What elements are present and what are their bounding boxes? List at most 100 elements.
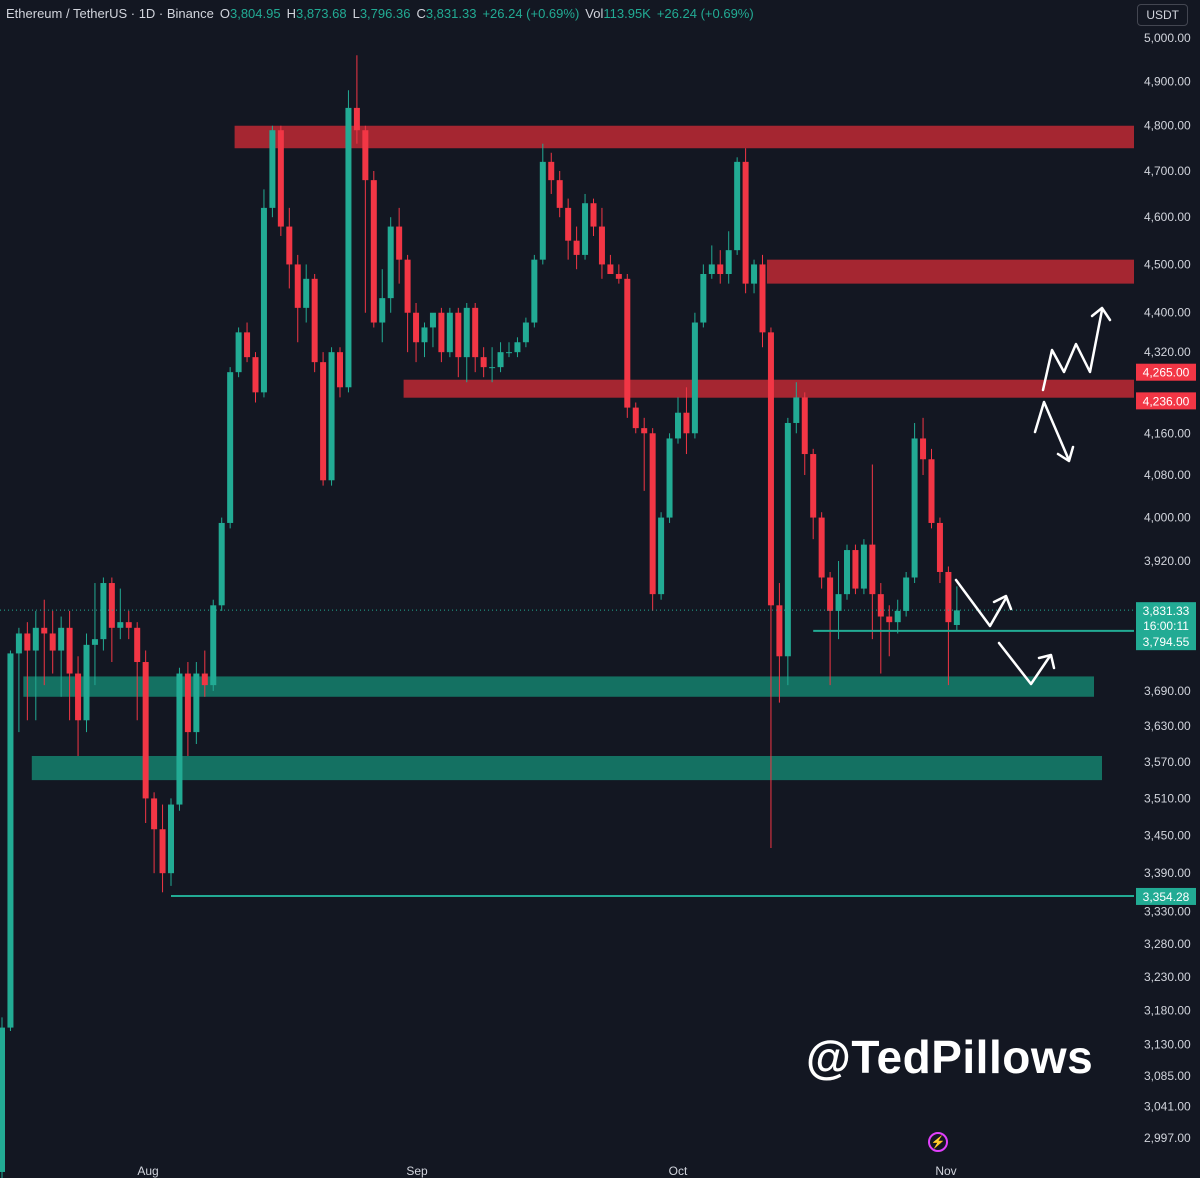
candle-body <box>844 550 850 595</box>
candle <box>303 264 310 323</box>
candle-body <box>903 577 910 611</box>
candle <box>489 347 496 383</box>
candle <box>345 90 352 393</box>
candle-body <box>286 226 293 265</box>
candle <box>311 274 318 373</box>
candle-body <box>936 522 943 572</box>
price-label-text: 3,354.28 <box>1143 890 1190 904</box>
candle <box>607 254 614 275</box>
price-label-text: 4,236.00 <box>1143 394 1190 408</box>
candle-body <box>32 627 39 651</box>
y-tick-label: 3,280.00 <box>1144 937 1191 951</box>
zone-resistance-mid[interactable] <box>766 259 1134 284</box>
candle <box>24 622 31 721</box>
candle-body <box>108 583 115 628</box>
candle-body <box>852 550 859 589</box>
projection-arrow-down-left <box>1033 400 1070 460</box>
change-value: +26.24 (+0.69%) <box>482 6 580 21</box>
arrow-head-bounce-2 <box>1037 653 1056 670</box>
x-tick-label: Nov <box>935 1164 956 1178</box>
candle <box>582 193 589 260</box>
candle-body <box>573 240 580 255</box>
candle <box>41 599 48 686</box>
candle <box>210 599 217 691</box>
price-label-bg <box>1136 617 1196 635</box>
arrow-head-up <box>1090 306 1112 322</box>
candle-body <box>201 673 208 686</box>
candle-body <box>125 622 132 628</box>
zone-support-upper[interactable] <box>23 676 1095 697</box>
y-tick-label: 3,085.00 <box>1144 1069 1191 1083</box>
candle-body <box>269 130 276 208</box>
candle-body <box>244 332 251 358</box>
candle-body <box>328 352 335 481</box>
x-tick-label: Sep <box>406 1164 428 1178</box>
candle-body <box>421 327 428 343</box>
y-tick-label: 3,390.00 <box>1144 866 1191 880</box>
candle-body <box>134 627 141 663</box>
projection-arrows <box>954 306 1112 686</box>
candle <box>142 650 149 824</box>
candle-body <box>15 633 22 654</box>
candle-body <box>176 673 183 805</box>
candle <box>370 170 377 328</box>
time-axis: Aug Sep Oct Nov <box>137 1164 956 1178</box>
candle-body <box>387 226 394 299</box>
candle <box>176 667 183 811</box>
y-tick-label: 3,230.00 <box>1144 970 1191 984</box>
candle <box>353 55 360 144</box>
candle <box>66 610 73 721</box>
candle <box>531 254 538 328</box>
candle-body <box>734 161 741 251</box>
candle-body <box>159 829 166 874</box>
lightning-bolt-icon[interactable]: ⚡ <box>928 1132 948 1152</box>
candle-body <box>353 107 360 131</box>
candle <box>598 207 605 279</box>
volume-change: +26.24 (+0.69%) <box>656 6 754 21</box>
candle <box>252 352 259 403</box>
zone-support-lower[interactable] <box>31 755 1102 781</box>
candle-body <box>556 180 563 208</box>
y-tick-label: 4,160.00 <box>1144 426 1191 440</box>
candle <box>565 198 572 260</box>
candle-body <box>277 130 284 227</box>
candle <box>168 798 174 886</box>
low-value: 3,796.36 <box>359 6 411 21</box>
candle-body <box>683 412 690 434</box>
candle-body <box>210 605 217 686</box>
currency-button[interactable]: USDT <box>1137 4 1188 26</box>
symbol-legend: Ethereum / TetherUS · 1D · Binance O 3,80… <box>6 6 754 21</box>
candle-body <box>818 517 825 578</box>
price-label-text: 4,265.00 <box>1143 366 1190 380</box>
candle-body <box>151 798 158 830</box>
candle <box>911 422 918 584</box>
y-tick-label: 4,800.00 <box>1144 119 1191 133</box>
high-value: 3,873.68 <box>295 6 347 21</box>
candle <box>32 610 39 721</box>
candle <box>734 157 741 255</box>
price-label-bg <box>1136 392 1196 410</box>
candle-body <box>0 1027 5 1172</box>
candle-body <box>666 438 673 518</box>
candle <box>683 387 690 455</box>
arrow-head-down <box>1056 445 1075 463</box>
zone-resistance-top[interactable] <box>234 125 1135 149</box>
candle <box>7 650 14 1031</box>
candle <box>903 571 910 617</box>
candle-body <box>320 362 327 481</box>
candle-body <box>658 517 665 595</box>
candle <box>945 566 952 686</box>
projection-arrow-bounce-1 <box>954 578 1008 628</box>
candle-body <box>117 622 124 628</box>
price-label-bg <box>1136 633 1196 651</box>
candle-body <box>708 264 715 275</box>
price-axis: 5,000.00 4,900.00 4,800.00 4,700.00 4,600.00… <box>1144 31 1191 1145</box>
candle <box>413 302 420 363</box>
low-label: L <box>352 6 360 21</box>
candle <box>15 627 22 733</box>
y-tick-label: 4,900.00 <box>1144 74 1191 88</box>
candle <box>184 662 191 756</box>
symbol-title[interactable]: Ethereum / TetherUS · 1D · Binance <box>6 6 214 21</box>
candle-body <box>776 605 783 657</box>
